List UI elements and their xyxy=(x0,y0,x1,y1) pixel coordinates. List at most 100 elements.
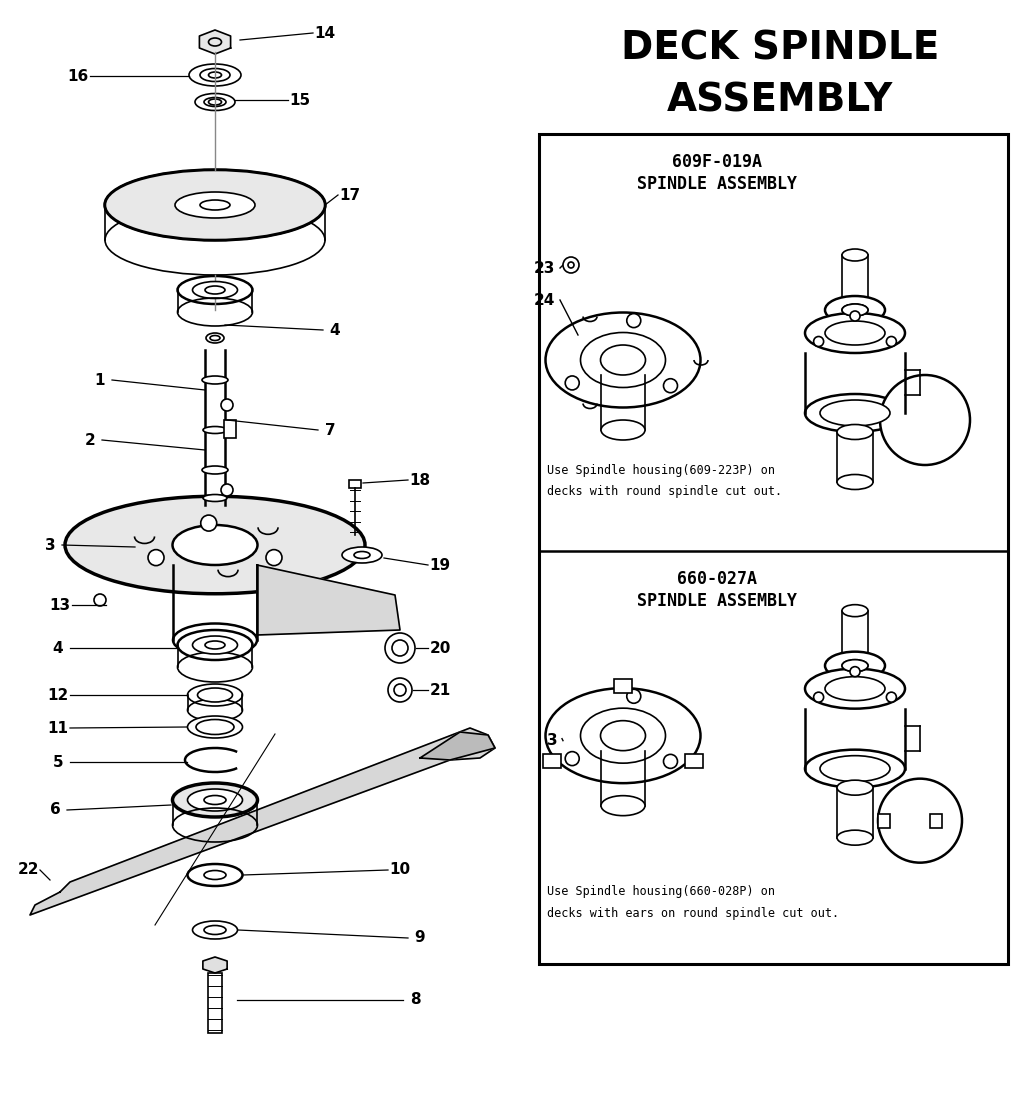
Ellipse shape xyxy=(601,345,646,374)
Ellipse shape xyxy=(202,376,228,384)
Ellipse shape xyxy=(354,552,370,558)
Text: SPINDLE ASSEMBLY: SPINDLE ASSEMBLY xyxy=(637,591,797,610)
Circle shape xyxy=(664,379,677,393)
Ellipse shape xyxy=(178,630,253,660)
Circle shape xyxy=(221,484,233,496)
Circle shape xyxy=(568,262,574,268)
Ellipse shape xyxy=(175,192,255,218)
Ellipse shape xyxy=(837,474,873,489)
Text: 15: 15 xyxy=(290,92,311,107)
Text: 22: 22 xyxy=(17,863,39,877)
Text: 19: 19 xyxy=(430,557,450,573)
Ellipse shape xyxy=(192,636,237,654)
Text: 609F-019A: 609F-019A xyxy=(672,153,762,171)
Text: DECK SPINDLE: DECK SPINDLE xyxy=(621,28,939,67)
Circle shape xyxy=(627,313,640,327)
Text: 8: 8 xyxy=(409,992,420,1007)
Ellipse shape xyxy=(545,312,701,407)
Bar xyxy=(224,420,236,438)
Circle shape xyxy=(886,336,896,346)
Bar xyxy=(842,255,868,310)
Text: Use Spindle housing(660-028P) on: Use Spindle housing(660-028P) on xyxy=(547,886,775,899)
Ellipse shape xyxy=(825,677,885,701)
Circle shape xyxy=(385,633,415,662)
Text: 660-027A: 660-027A xyxy=(677,569,757,588)
Circle shape xyxy=(266,550,282,566)
Ellipse shape xyxy=(202,466,228,474)
Circle shape xyxy=(201,515,217,531)
Circle shape xyxy=(850,311,860,321)
Text: 6: 6 xyxy=(50,803,60,818)
Text: 10: 10 xyxy=(390,863,410,877)
Ellipse shape xyxy=(805,750,905,787)
Ellipse shape xyxy=(205,641,225,649)
Ellipse shape xyxy=(805,313,905,353)
Text: 14: 14 xyxy=(314,25,336,41)
Ellipse shape xyxy=(204,97,226,106)
Bar xyxy=(208,973,222,1033)
Ellipse shape xyxy=(201,69,230,81)
Ellipse shape xyxy=(805,669,905,708)
Ellipse shape xyxy=(187,684,242,706)
Ellipse shape xyxy=(601,721,646,751)
Text: 12: 12 xyxy=(47,688,69,703)
Text: 13: 13 xyxy=(49,598,71,612)
Text: 3: 3 xyxy=(547,734,558,748)
Circle shape xyxy=(394,684,406,696)
Ellipse shape xyxy=(825,321,885,345)
Ellipse shape xyxy=(192,281,237,299)
Polygon shape xyxy=(203,957,227,973)
Ellipse shape xyxy=(209,38,222,46)
Circle shape xyxy=(388,678,412,702)
Text: 9: 9 xyxy=(414,931,426,945)
Ellipse shape xyxy=(820,756,890,782)
Bar xyxy=(543,753,561,768)
Ellipse shape xyxy=(580,708,666,763)
Text: decks with round spindle cut out.: decks with round spindle cut out. xyxy=(547,485,783,498)
Text: 5: 5 xyxy=(53,754,63,770)
Text: 17: 17 xyxy=(340,187,360,203)
Ellipse shape xyxy=(173,783,258,817)
Ellipse shape xyxy=(209,72,222,78)
Circle shape xyxy=(880,374,970,465)
Text: 23: 23 xyxy=(534,261,555,276)
Text: 4: 4 xyxy=(53,641,63,656)
Ellipse shape xyxy=(342,548,382,563)
Text: 16: 16 xyxy=(68,69,89,83)
Ellipse shape xyxy=(105,170,325,240)
Ellipse shape xyxy=(205,286,225,293)
Text: 18: 18 xyxy=(409,473,431,487)
Circle shape xyxy=(392,639,408,656)
Bar xyxy=(837,433,873,482)
Ellipse shape xyxy=(189,64,241,87)
Ellipse shape xyxy=(204,795,226,805)
Ellipse shape xyxy=(825,296,885,324)
Polygon shape xyxy=(420,731,495,760)
Ellipse shape xyxy=(825,652,885,680)
Ellipse shape xyxy=(545,688,701,783)
Circle shape xyxy=(627,689,640,703)
Text: ASSEMBLY: ASSEMBLY xyxy=(667,81,893,119)
Circle shape xyxy=(886,692,896,702)
Circle shape xyxy=(813,336,824,346)
Text: 24: 24 xyxy=(534,292,555,308)
Bar xyxy=(878,814,890,828)
Ellipse shape xyxy=(187,716,242,738)
Bar xyxy=(685,753,703,768)
Bar xyxy=(930,814,942,828)
Ellipse shape xyxy=(842,304,868,316)
Text: 7: 7 xyxy=(324,423,336,438)
Text: 3: 3 xyxy=(45,538,55,553)
Ellipse shape xyxy=(65,496,365,593)
Ellipse shape xyxy=(206,333,224,343)
Circle shape xyxy=(221,399,233,411)
Ellipse shape xyxy=(601,796,644,816)
Ellipse shape xyxy=(204,925,226,934)
Ellipse shape xyxy=(178,276,253,304)
Text: Use Spindle housing(609-223P) on: Use Spindle housing(609-223P) on xyxy=(547,464,775,477)
Circle shape xyxy=(566,751,579,765)
Circle shape xyxy=(94,593,106,606)
Circle shape xyxy=(664,754,677,769)
Circle shape xyxy=(566,376,579,390)
Ellipse shape xyxy=(842,249,868,261)
